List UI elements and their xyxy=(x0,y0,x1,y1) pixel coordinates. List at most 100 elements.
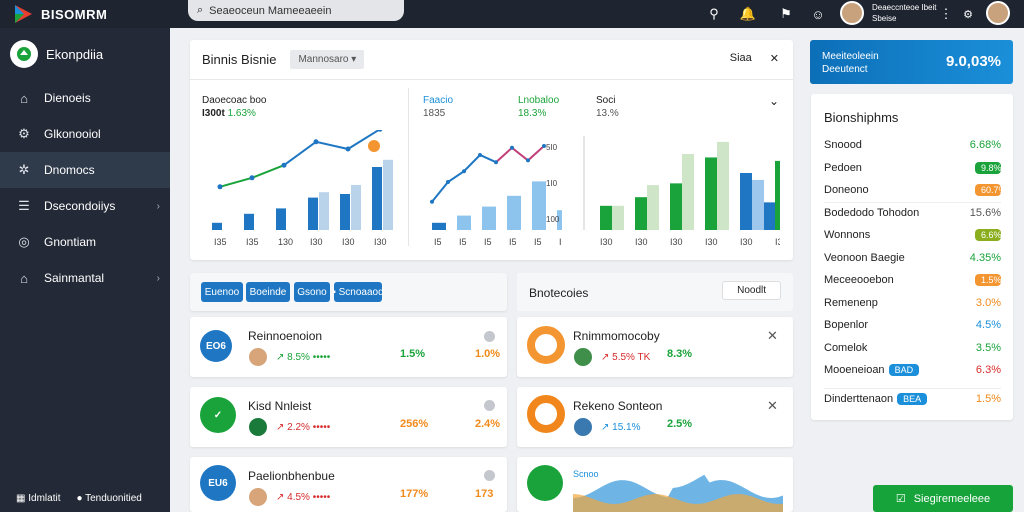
status-badge: EU6 xyxy=(200,465,236,501)
row-value: 177% xyxy=(400,488,429,500)
tab-4[interactable]: ▪ Scnoaaod xyxy=(332,282,384,302)
sidebar-item-label: Glkonooiol xyxy=(44,127,101,141)
stat-row[interactable]: Veonoon Baegie 4.35% xyxy=(824,247,1001,269)
stat-row[interactable]: Meceeooebon 1.5% xyxy=(824,269,1002,291)
sidebar-brand[interactable]: Ekonpdiia xyxy=(0,28,170,80)
search-icon[interactable]: ⚲ xyxy=(709,6,719,21)
stat-row[interactable]: Bodedodo Tohodon 15.6% xyxy=(824,201,1001,224)
point xyxy=(446,180,450,184)
stat-label: Doneono xyxy=(824,184,869,196)
stat-row[interactable]: Remenenp 3.0% xyxy=(824,292,1001,314)
coin-icon: ◎ xyxy=(18,234,30,249)
more-icon[interactable]: ⋮ xyxy=(939,6,953,21)
bar xyxy=(308,197,318,230)
more-icon[interactable] xyxy=(484,331,495,342)
tab-3[interactable]: Gsono xyxy=(294,282,330,302)
list-item[interactable]: Scnoo xyxy=(517,457,793,512)
more-icon[interactable] xyxy=(484,470,495,481)
metric-block: Daoecoac boo I300t 1.63% xyxy=(202,94,267,120)
header-button[interactable]: Noodlt xyxy=(722,281,781,300)
series-line xyxy=(431,153,497,203)
list-item[interactable]: EO6 Reinnoenoion ↗ 8.5% ••••• 1.5% 1.0% xyxy=(190,317,507,377)
list-item[interactable]: ✓ Kisd Nnleist ↗ 2.2% ••••• 256% 2.4% xyxy=(190,387,507,447)
user-role: Sbeise xyxy=(872,14,897,23)
row-meta: ↗ 15.1% xyxy=(573,417,641,437)
stat-label: Snoood xyxy=(824,139,862,151)
search-bar[interactable]: ⌕ xyxy=(188,0,404,21)
sidebar-item-network[interactable]: ✲ Dnomocs xyxy=(0,152,170,188)
settings-icon[interactable]: ⚙ xyxy=(963,8,973,21)
app-logo[interactable]: BISOMRM xyxy=(12,3,107,25)
tab-2[interactable]: Boeinde xyxy=(246,282,290,302)
network-icon: ✲ xyxy=(18,162,30,177)
user-avatar[interactable] xyxy=(986,1,1010,25)
list-item[interactable]: Rnimmomocoby ↗ 5.5% TK 8.3% ✕ xyxy=(517,317,793,377)
sidebar-item-finance[interactable]: ◎ Gnontiam xyxy=(0,224,170,260)
sidebar-footer-link[interactable]: ▦ Idmlatit xyxy=(16,493,61,504)
panel-control-label[interactable]: Siaa xyxy=(729,52,752,64)
metric-value: 13.% xyxy=(596,108,619,119)
more-icon[interactable] xyxy=(484,400,495,411)
stat-value: 3.5% xyxy=(975,341,1001,354)
stat-row[interactable]: Bopenlor 4.5% xyxy=(824,314,1001,336)
close-icon[interactable]: ✕ xyxy=(769,53,779,65)
sidebar-item-dashboard[interactable]: ⌂ Dienoeis xyxy=(0,80,170,116)
close-icon[interactable]: ✕ xyxy=(767,398,778,413)
list-item[interactable]: Rekeno Sonteon ↗ 15.1% 2.5% ✕ xyxy=(517,387,793,447)
chevron-down-icon[interactable]: ⌄ xyxy=(768,94,779,108)
bar xyxy=(612,205,624,230)
stat-row[interactable]: Mooeneioan BAD 6.3% xyxy=(824,359,1001,381)
user-name: Deaeccnteoe Ibeit xyxy=(872,3,937,12)
sidebar-item-label: Dsecondoiiys xyxy=(44,199,116,213)
stat-label: Meceeooebon xyxy=(824,274,894,286)
metric-block: Soci 13.% xyxy=(596,94,619,120)
chart-combo-middle: I5 I5 I5 I5 I5 I5 5I0 1I0 100 0 xyxy=(430,143,562,252)
stat-value: 6.6% xyxy=(975,229,1002,241)
stat-row[interactable]: Pedoen 9.8% xyxy=(824,157,1002,179)
bar xyxy=(319,192,329,230)
kpi-card[interactable]: Meeiteoleein Deeutenct 9.0,03% xyxy=(810,40,1013,84)
point xyxy=(510,145,514,150)
bar xyxy=(647,185,659,230)
stat-row[interactable]: Comelok 3.5% xyxy=(824,337,1001,359)
area-series xyxy=(573,494,783,512)
tick-label: I30 xyxy=(342,237,355,247)
stat-row[interactable]: Snoood 6.68% xyxy=(824,134,1001,156)
tab-1[interactable]: Euenoo xyxy=(201,282,243,302)
point xyxy=(494,160,498,165)
search-input[interactable] xyxy=(209,4,390,17)
sidebar-item-settings[interactable]: ⚙ Glkonooiol xyxy=(0,116,170,152)
row-title: Rekeno Sonteon xyxy=(573,399,663,413)
tick-label: 130 xyxy=(278,237,293,247)
sidebar-item-list[interactable]: ☰ Dsecondoiiys › xyxy=(0,188,170,224)
bar xyxy=(740,173,752,230)
primary-action-button[interactable]: ☑ Siegiremeeleee xyxy=(873,485,1013,512)
bar xyxy=(635,197,647,230)
bar xyxy=(212,222,222,230)
period-dropdown[interactable]: Mannosaro ▾ xyxy=(290,50,365,69)
sidebar-item-home[interactable]: ⌂ Sainmantal › xyxy=(0,260,170,296)
panel-controls: Siaa ✕ xyxy=(730,52,779,65)
status-circle xyxy=(527,465,563,501)
point xyxy=(430,199,434,204)
metric-label: Soci xyxy=(596,95,616,106)
flag-icon[interactable]: ⚑ xyxy=(780,6,792,21)
stat-row[interactable]: Wonnons 6.6% xyxy=(824,224,1002,246)
charts-panel: Binnis Bisnie Mannosaro ▾ Siaa ✕ Daoecoa… xyxy=(190,40,793,260)
close-icon[interactable]: ✕ xyxy=(767,328,778,343)
tag-badge: BEA xyxy=(897,393,928,405)
stat-row[interactable]: Dinderttenaon BEA 1.5% xyxy=(824,387,1001,410)
bar xyxy=(600,205,612,230)
notification-icon[interactable]: 🔔 xyxy=(739,6,757,21)
dot-icon: ▪ xyxy=(332,286,339,298)
chat-icon[interactable]: ☺ xyxy=(811,6,825,22)
sidebar-footer-link[interactable]: ● Tenduonitied xyxy=(76,493,142,504)
tick-label: I5 xyxy=(459,237,467,247)
progress-ring xyxy=(527,395,565,433)
stat-row[interactable]: Doneono 60.7% xyxy=(824,179,1007,201)
list-item[interactable]: EU6 Paelionbhenbue ↗ 4.5% ••••• 177% 173 xyxy=(190,457,507,512)
metric-label: Faacio xyxy=(423,95,454,106)
check-icon: ✓ xyxy=(200,397,236,433)
avatar[interactable] xyxy=(840,1,864,25)
point xyxy=(249,175,255,181)
